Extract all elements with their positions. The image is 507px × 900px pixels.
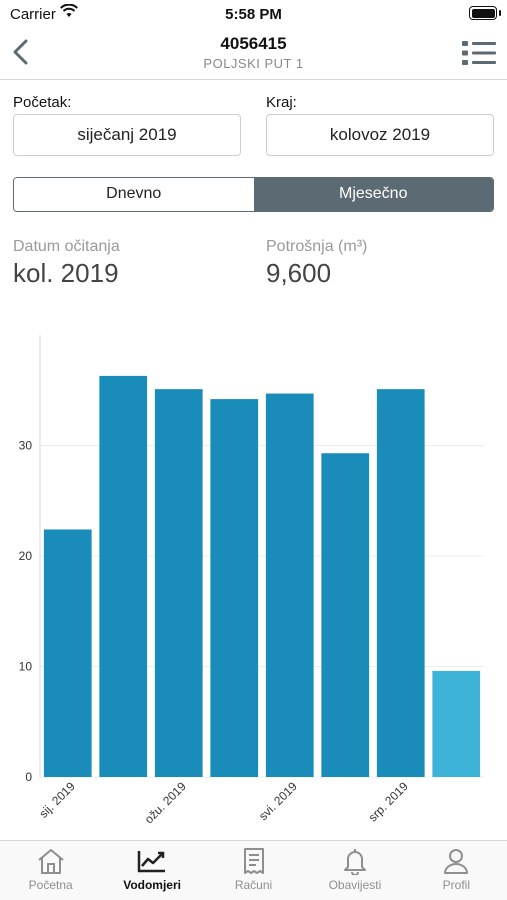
page-subtitle: POLJSKI PUT 1 bbox=[203, 56, 304, 71]
y-tick-label: 30 bbox=[19, 439, 33, 453]
tab-home[interactable]: Početna bbox=[0, 841, 101, 900]
receipt-icon bbox=[243, 848, 264, 874]
reading-date-value: kol. 2019 bbox=[13, 258, 119, 288]
reading-date-label: Datum očitanja bbox=[13, 238, 120, 255]
bar-1 bbox=[99, 375, 148, 777]
tab-profile[interactable]: Profil bbox=[406, 841, 507, 900]
x-tick-label: svi. 2019 bbox=[256, 779, 300, 823]
start-label: Početak: bbox=[13, 94, 72, 111]
battery-tip bbox=[499, 10, 501, 16]
bar-2 bbox=[154, 389, 203, 777]
clock: 5:58 PM bbox=[225, 6, 282, 23]
list-menu-icon[interactable] bbox=[461, 38, 497, 68]
nav-bar: 4056415 POLJSKI PUT 1 bbox=[0, 28, 507, 80]
consumption-bar-chart: 0 10 20 30 sij. 2019 ožu. 2019 svi. 2019 srp. 2… bbox=[19, 335, 484, 826]
x-tick-label: ožu. 2019 bbox=[142, 779, 189, 826]
back-chevron-icon[interactable] bbox=[6, 36, 38, 68]
segment-monthly[interactable]: Mjesečno bbox=[253, 178, 493, 211]
tab-bills[interactable]: Računi bbox=[203, 841, 304, 900]
bar-3 bbox=[210, 399, 259, 777]
tab-notifications[interactable]: Obavijesti bbox=[304, 841, 405, 900]
bar-4 bbox=[265, 393, 314, 777]
page-title: 4056415 bbox=[220, 34, 287, 53]
segment-daily[interactable]: Dnevno bbox=[14, 178, 254, 211]
x-tick-label: sij. 2019 bbox=[36, 779, 78, 821]
home-icon bbox=[38, 849, 64, 874]
consumption-label: Potrošnja (m³) bbox=[266, 238, 368, 255]
consumption-value: 9,600 bbox=[266, 258, 332, 288]
tab-label-home: Početna bbox=[28, 878, 73, 892]
y-tick-label: 0 bbox=[25, 770, 32, 784]
end-date-picker[interactable]: kolovoz 2019 bbox=[266, 114, 494, 156]
user-icon bbox=[444, 849, 469, 874]
tab-label-meters: Vodomjeri bbox=[123, 878, 181, 892]
end-label: Kraj: bbox=[266, 94, 297, 111]
x-tick-label: srp. 2019 bbox=[366, 779, 412, 825]
tab-label-bills: Računi bbox=[234, 878, 273, 892]
trend-chart-icon bbox=[137, 851, 166, 873]
tab-label-profile: Profil bbox=[442, 878, 470, 892]
status-bar: Carrier 5:58 PM bbox=[0, 0, 507, 28]
bar-0 bbox=[43, 529, 92, 777]
period-segmented-control: Dnevno Mjesečno bbox=[13, 177, 494, 212]
bar-6 bbox=[376, 389, 425, 777]
battery-icon bbox=[469, 6, 497, 20]
start-date-picker[interactable]: siječanj 2019 bbox=[13, 114, 241, 156]
tab-bar: Početna Vodomjeri Računi Obavijesti bbox=[0, 840, 507, 900]
y-tick-label: 20 bbox=[19, 549, 33, 563]
bell-icon bbox=[343, 849, 366, 875]
y-tick-label: 10 bbox=[19, 660, 33, 674]
tab-meters[interactable]: Vodomjeri bbox=[101, 841, 202, 900]
wifi-icon bbox=[60, 4, 78, 17]
bar-7 bbox=[432, 670, 481, 777]
bar-5 bbox=[321, 453, 370, 777]
carrier-label: Carrier bbox=[10, 6, 56, 23]
tab-label-notifications: Obavijesti bbox=[328, 878, 382, 892]
